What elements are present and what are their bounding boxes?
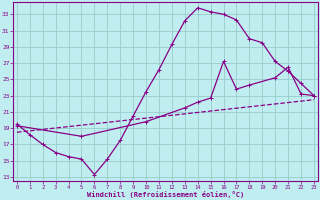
X-axis label: Windchill (Refroidissement éolien,°C): Windchill (Refroidissement éolien,°C) xyxy=(87,191,244,198)
